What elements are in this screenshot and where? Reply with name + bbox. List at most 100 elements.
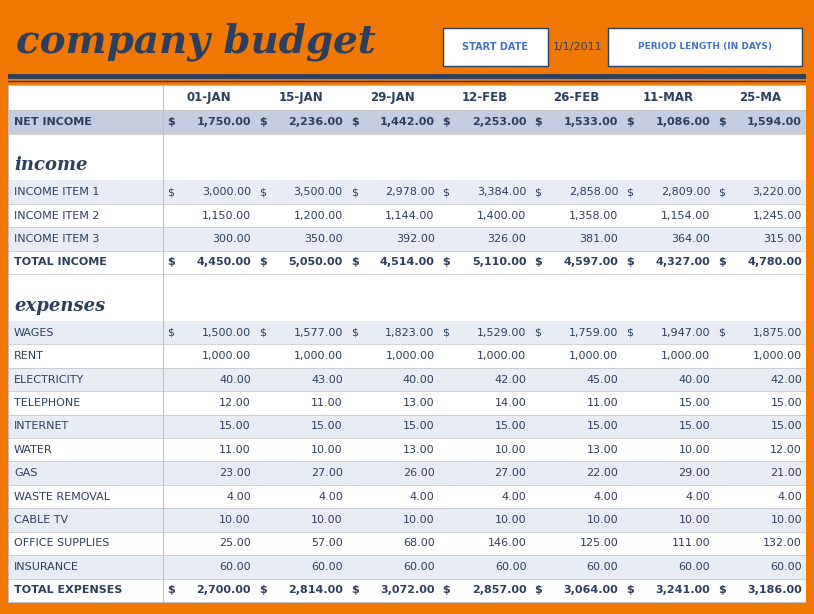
Text: 01-JAN: 01-JAN xyxy=(186,91,231,104)
Text: $: $ xyxy=(626,187,633,197)
Text: 350.00: 350.00 xyxy=(304,234,343,244)
Bar xyxy=(8,181,806,204)
Text: $: $ xyxy=(535,117,542,127)
Text: 1,400.00: 1,400.00 xyxy=(477,211,527,220)
Bar xyxy=(8,134,806,150)
Bar xyxy=(8,414,806,438)
Text: 326.00: 326.00 xyxy=(488,234,527,244)
Text: 15.00: 15.00 xyxy=(311,421,343,432)
Bar xyxy=(8,508,806,532)
Text: 60.00: 60.00 xyxy=(679,562,710,572)
Text: 1,947.00: 1,947.00 xyxy=(661,328,710,338)
Text: OFFICE SUPPLIES: OFFICE SUPPLIES xyxy=(14,538,109,548)
Text: 4,514.00: 4,514.00 xyxy=(379,257,435,268)
Text: $: $ xyxy=(535,328,541,338)
Text: GAS: GAS xyxy=(14,468,37,478)
Text: ELECTRICITY: ELECTRICITY xyxy=(14,375,85,384)
Text: 15.00: 15.00 xyxy=(679,421,710,432)
Text: 43.00: 43.00 xyxy=(311,375,343,384)
Text: 22.00: 22.00 xyxy=(586,468,619,478)
Text: INCOME ITEM 3: INCOME ITEM 3 xyxy=(14,234,99,244)
Text: 15.00: 15.00 xyxy=(495,421,527,432)
Bar xyxy=(8,578,806,602)
Text: INSURANCE: INSURANCE xyxy=(14,562,79,572)
Text: 3,064.00: 3,064.00 xyxy=(563,585,619,596)
Text: 4.00: 4.00 xyxy=(777,492,802,502)
Text: $: $ xyxy=(259,117,267,127)
Text: 15.00: 15.00 xyxy=(679,398,710,408)
Text: 14.00: 14.00 xyxy=(495,398,527,408)
Text: NET INCOME: NET INCOME xyxy=(14,117,92,127)
Text: 4.00: 4.00 xyxy=(226,492,251,502)
Text: 5,110.00: 5,110.00 xyxy=(472,257,527,268)
Text: $: $ xyxy=(167,585,175,596)
Text: TELEPHONE: TELEPHONE xyxy=(14,398,81,408)
Text: 1,200.00: 1,200.00 xyxy=(294,211,343,220)
Bar xyxy=(8,227,806,251)
Text: 3,500.00: 3,500.00 xyxy=(294,187,343,197)
Text: 10.00: 10.00 xyxy=(495,515,527,525)
Text: 364.00: 364.00 xyxy=(672,234,710,244)
Text: $: $ xyxy=(259,187,266,197)
Bar xyxy=(8,462,806,485)
Text: 60.00: 60.00 xyxy=(219,562,251,572)
Text: 1,000.00: 1,000.00 xyxy=(661,351,710,361)
Text: 3,384.00: 3,384.00 xyxy=(477,187,527,197)
Text: $: $ xyxy=(167,257,175,268)
Text: 40.00: 40.00 xyxy=(678,375,710,384)
Text: TOTAL INCOME: TOTAL INCOME xyxy=(14,257,107,268)
Text: 132.00: 132.00 xyxy=(764,538,802,548)
Text: 10.00: 10.00 xyxy=(311,445,343,455)
Bar xyxy=(8,391,806,414)
Bar xyxy=(8,438,806,462)
Text: 2,814.00: 2,814.00 xyxy=(288,585,343,596)
Text: 3,000.00: 3,000.00 xyxy=(202,187,251,197)
Text: 5,050.00: 5,050.00 xyxy=(288,257,343,268)
Text: 23.00: 23.00 xyxy=(219,468,251,478)
Text: 2,700.00: 2,700.00 xyxy=(196,585,251,596)
Text: PERIOD LENGTH (IN DAYS): PERIOD LENGTH (IN DAYS) xyxy=(638,42,772,52)
Text: CABLE TV: CABLE TV xyxy=(14,515,68,525)
Text: 60.00: 60.00 xyxy=(495,562,527,572)
Text: $: $ xyxy=(443,257,450,268)
Text: 3,186.00: 3,186.00 xyxy=(747,585,802,596)
Text: 10.00: 10.00 xyxy=(770,515,802,525)
Text: 29.00: 29.00 xyxy=(678,468,710,478)
Bar xyxy=(8,555,806,578)
Text: 26.00: 26.00 xyxy=(403,468,435,478)
Text: WASTE REMOVAL: WASTE REMOVAL xyxy=(14,492,110,502)
Text: 40.00: 40.00 xyxy=(403,375,435,384)
Text: 1,000.00: 1,000.00 xyxy=(294,351,343,361)
Bar xyxy=(8,274,806,290)
Bar xyxy=(8,111,806,134)
Text: 4.00: 4.00 xyxy=(593,492,619,502)
Bar xyxy=(8,290,806,321)
Text: 27.00: 27.00 xyxy=(311,468,343,478)
Text: 1,759.00: 1,759.00 xyxy=(569,328,619,338)
Text: 125.00: 125.00 xyxy=(580,538,619,548)
Text: 4.00: 4.00 xyxy=(501,492,527,502)
Text: 11.00: 11.00 xyxy=(311,398,343,408)
Bar xyxy=(8,532,806,555)
Text: 4,450.00: 4,450.00 xyxy=(196,257,251,268)
Text: $: $ xyxy=(259,585,267,596)
Text: 1,000.00: 1,000.00 xyxy=(202,351,251,361)
Text: company budget: company budget xyxy=(16,23,376,61)
Text: 1,144.00: 1,144.00 xyxy=(385,211,435,220)
Text: 4.00: 4.00 xyxy=(318,492,343,502)
Text: 1,533.00: 1,533.00 xyxy=(564,117,619,127)
Bar xyxy=(8,344,806,368)
Text: 68.00: 68.00 xyxy=(403,538,435,548)
Text: $: $ xyxy=(443,328,449,338)
Text: $: $ xyxy=(351,187,357,197)
Text: 25-MA: 25-MA xyxy=(739,91,781,104)
Text: 27.00: 27.00 xyxy=(495,468,527,478)
Text: $: $ xyxy=(167,328,174,338)
Text: $: $ xyxy=(167,117,175,127)
Text: 4.00: 4.00 xyxy=(409,492,435,502)
Text: $: $ xyxy=(718,187,725,197)
Text: 4,780.00: 4,780.00 xyxy=(747,257,802,268)
Text: 315.00: 315.00 xyxy=(764,234,802,244)
Text: 11.00: 11.00 xyxy=(219,445,251,455)
Text: 1,529.00: 1,529.00 xyxy=(477,328,527,338)
